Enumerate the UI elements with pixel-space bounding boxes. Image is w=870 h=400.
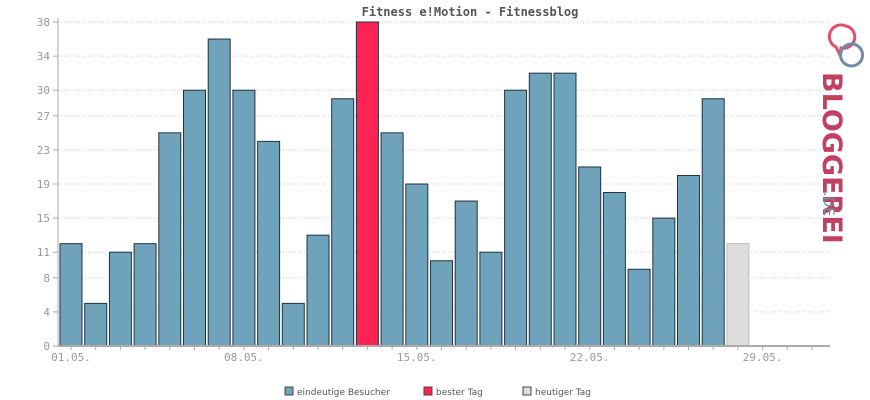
y-tick-label: 4 — [43, 306, 50, 319]
y-axis-ticks: 0 4 8 11 15 19 23 27 30 34 38 — [37, 16, 58, 353]
y-tick-label: 0 — [43, 340, 50, 353]
legend-item: heutiger Tag — [522, 386, 591, 398]
bar-06.05. — [183, 89, 206, 347]
bar-15.05. — [405, 183, 429, 347]
bar-22.05. — [578, 166, 602, 347]
y-tick-label: 19 — [37, 178, 50, 191]
legend-label: heutiger Tag — [535, 388, 591, 398]
bar-08.05. — [232, 89, 256, 347]
bar-09.05. — [257, 140, 281, 347]
bar-19.05. — [504, 89, 528, 347]
legend: eindeutige Besucher bester Tag heutiger Ta… — [284, 386, 591, 398]
bar-02.05. — [84, 302, 108, 347]
bar-27.05. — [701, 98, 725, 347]
bar-23.05. — [602, 192, 626, 347]
bar-25.05. — [652, 217, 676, 347]
x-tick-label: 22.05. — [570, 351, 610, 364]
bar-18.05. — [479, 251, 503, 347]
bar-14.05. — [380, 132, 404, 347]
legend-swatch — [522, 386, 532, 396]
x-tick-label: 01.05. — [51, 351, 91, 364]
bloggerei-logo[interactable]: BLOGGEREI .DE — [816, 23, 865, 244]
bar-24.05. — [627, 268, 651, 347]
bar-11.05. — [306, 234, 330, 347]
axes — [57, 18, 830, 347]
x-tick-label: 29.05. — [743, 351, 783, 364]
bar-26.05. — [677, 174, 700, 347]
y-tick-label: 11 — [37, 246, 50, 259]
bar-16.05. — [430, 260, 453, 347]
bar-03.05. — [108, 251, 132, 347]
y-tick-label: 15 — [37, 212, 50, 225]
bar-best-day-13.05. — [355, 21, 379, 347]
legend-label: bester Tag — [436, 388, 483, 398]
bar-04.05. — [133, 243, 157, 347]
bar-today-28.05. — [726, 243, 750, 347]
y-tick-label: 23 — [37, 144, 50, 157]
legend-label: eindeutige Besucher — [297, 388, 390, 398]
bar-01.05. — [59, 243, 83, 347]
bar-21.05. — [553, 72, 577, 347]
logo-suffix: .DE — [820, 192, 836, 216]
bar-20.05. — [528, 72, 552, 347]
bar-10.05. — [281, 302, 305, 347]
bar-12.05. — [331, 98, 355, 347]
x-axis-ticks: 01.05. 08.05. 15.05. 22.05. 29.05. — [51, 346, 813, 364]
y-tick-label: 34 — [37, 50, 51, 63]
bar-17.05. — [454, 200, 478, 347]
y-tick-label: 38 — [37, 16, 50, 29]
x-tick-label: 15.05. — [397, 351, 437, 364]
bar-07.05. — [207, 38, 231, 347]
legend-swatch — [423, 386, 433, 396]
y-tick-label: 8 — [43, 272, 50, 285]
legend-item: eindeutige Besucher — [284, 386, 390, 398]
legend-item: bester Tag — [423, 386, 483, 398]
bar-05.05. — [158, 132, 182, 347]
y-tick-label: 30 — [37, 84, 50, 97]
x-tick-label: 08.05. — [224, 351, 264, 364]
logo-text: BLOGGEREI — [816, 72, 847, 244]
legend-swatch — [284, 386, 294, 396]
y-tick-label: 27 — [37, 110, 50, 123]
bloggerei-logo-icon — [827, 23, 865, 68]
chart-title: Fitness e!Motion - Fitnessblog — [362, 5, 579, 19]
bars — [59, 21, 750, 347]
